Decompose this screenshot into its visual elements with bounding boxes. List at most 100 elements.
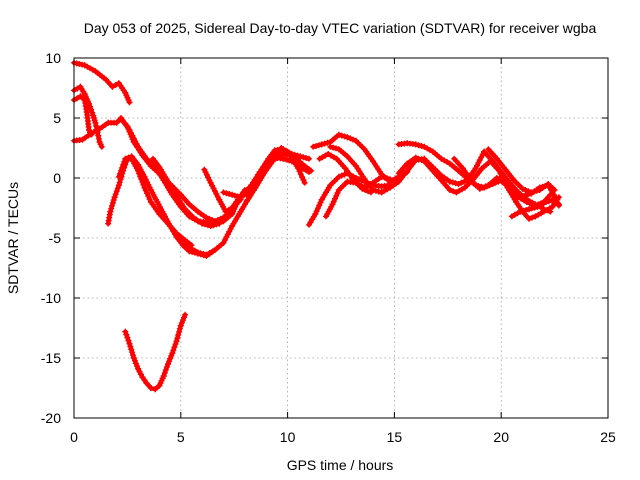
data-point	[168, 352, 175, 359]
data-point	[123, 331, 130, 338]
data-point	[455, 181, 462, 187]
data-point	[526, 215, 532, 222]
x-tick-label: 25	[600, 429, 616, 445]
y-tick-label: 10	[45, 50, 61, 66]
data-point	[160, 373, 167, 379]
data-point	[412, 141, 419, 148]
series-arc-03	[71, 93, 95, 138]
data-point	[384, 175, 391, 182]
data-point	[145, 193, 152, 200]
data-point	[176, 325, 183, 332]
data-point	[122, 328, 129, 335]
data-point	[330, 144, 337, 151]
data-point	[516, 191, 523, 198]
data-point	[199, 220, 206, 227]
data-point	[124, 334, 131, 341]
y-tick-label: -10	[41, 290, 61, 306]
data-point	[318, 141, 325, 148]
data-point	[166, 358, 173, 365]
data-point	[543, 199, 550, 205]
data-point	[121, 158, 128, 165]
data-point	[531, 204, 538, 211]
data-point	[200, 251, 207, 257]
data-point	[142, 176, 149, 183]
data-point	[332, 195, 338, 202]
x-tick-label: 20	[493, 429, 509, 445]
data-point	[446, 187, 453, 193]
data-point	[461, 178, 468, 185]
data-point	[316, 202, 323, 209]
data-point	[513, 190, 520, 197]
data-point	[130, 352, 136, 359]
data-point	[119, 164, 126, 171]
data-point	[125, 154, 132, 161]
data-point	[387, 176, 394, 183]
data-point	[520, 207, 527, 214]
data-point	[280, 155, 287, 162]
data-point	[335, 173, 342, 180]
data-point	[359, 185, 366, 192]
data-point	[350, 136, 357, 143]
data-point	[179, 317, 186, 324]
data-point	[347, 135, 354, 142]
data-point	[313, 208, 320, 215]
data-point	[202, 221, 208, 228]
data-point	[126, 99, 133, 106]
x-tick-label: 5	[177, 429, 185, 445]
data-point	[370, 187, 376, 193]
data-point	[209, 217, 216, 223]
data-point	[355, 176, 362, 183]
data-point	[548, 197, 555, 204]
data-point	[317, 199, 324, 206]
data-point	[203, 214, 210, 221]
chart-title: Day 053 of 2025, Sidereal Day-to-day VTE…	[84, 20, 597, 36]
data-point	[528, 189, 535, 196]
data-point	[113, 188, 120, 195]
data-point	[365, 188, 372, 195]
data-point	[108, 205, 115, 212]
data-point	[118, 167, 124, 174]
data-point	[418, 143, 425, 149]
data-point	[533, 187, 540, 194]
data-point	[306, 155, 312, 162]
data-point	[334, 189, 341, 196]
data-point	[375, 188, 382, 195]
data-point	[476, 185, 483, 192]
data-point	[107, 208, 114, 215]
data-point	[145, 181, 152, 188]
data-point	[555, 201, 562, 208]
series-arc-23	[508, 196, 562, 220]
data-point	[231, 192, 238, 199]
data-point	[178, 319, 185, 326]
data-point	[327, 143, 334, 150]
data-point	[522, 187, 529, 193]
data-point	[116, 179, 123, 186]
data-point	[526, 200, 533, 207]
series-arc-22	[485, 146, 558, 196]
data-point	[294, 152, 301, 159]
data-point	[523, 207, 530, 213]
data-point	[295, 165, 302, 172]
data-point	[378, 173, 385, 180]
data-point	[372, 187, 379, 194]
data-point	[129, 349, 136, 356]
data-point	[163, 364, 170, 370]
data-point	[141, 184, 148, 191]
data-point	[144, 190, 151, 197]
data-point	[146, 196, 153, 203]
data-point	[341, 171, 348, 178]
data-point	[303, 155, 310, 161]
data-point	[116, 170, 123, 177]
data-point	[109, 83, 116, 90]
data-point	[112, 191, 119, 198]
data-point	[205, 174, 212, 181]
data-point	[299, 174, 306, 180]
data-point	[344, 134, 351, 141]
data-point	[330, 198, 337, 205]
x-tick-label: 0	[70, 429, 78, 445]
data-point	[312, 211, 319, 217]
data-point	[92, 119, 99, 126]
data-point	[283, 156, 290, 163]
data-point	[381, 174, 388, 181]
